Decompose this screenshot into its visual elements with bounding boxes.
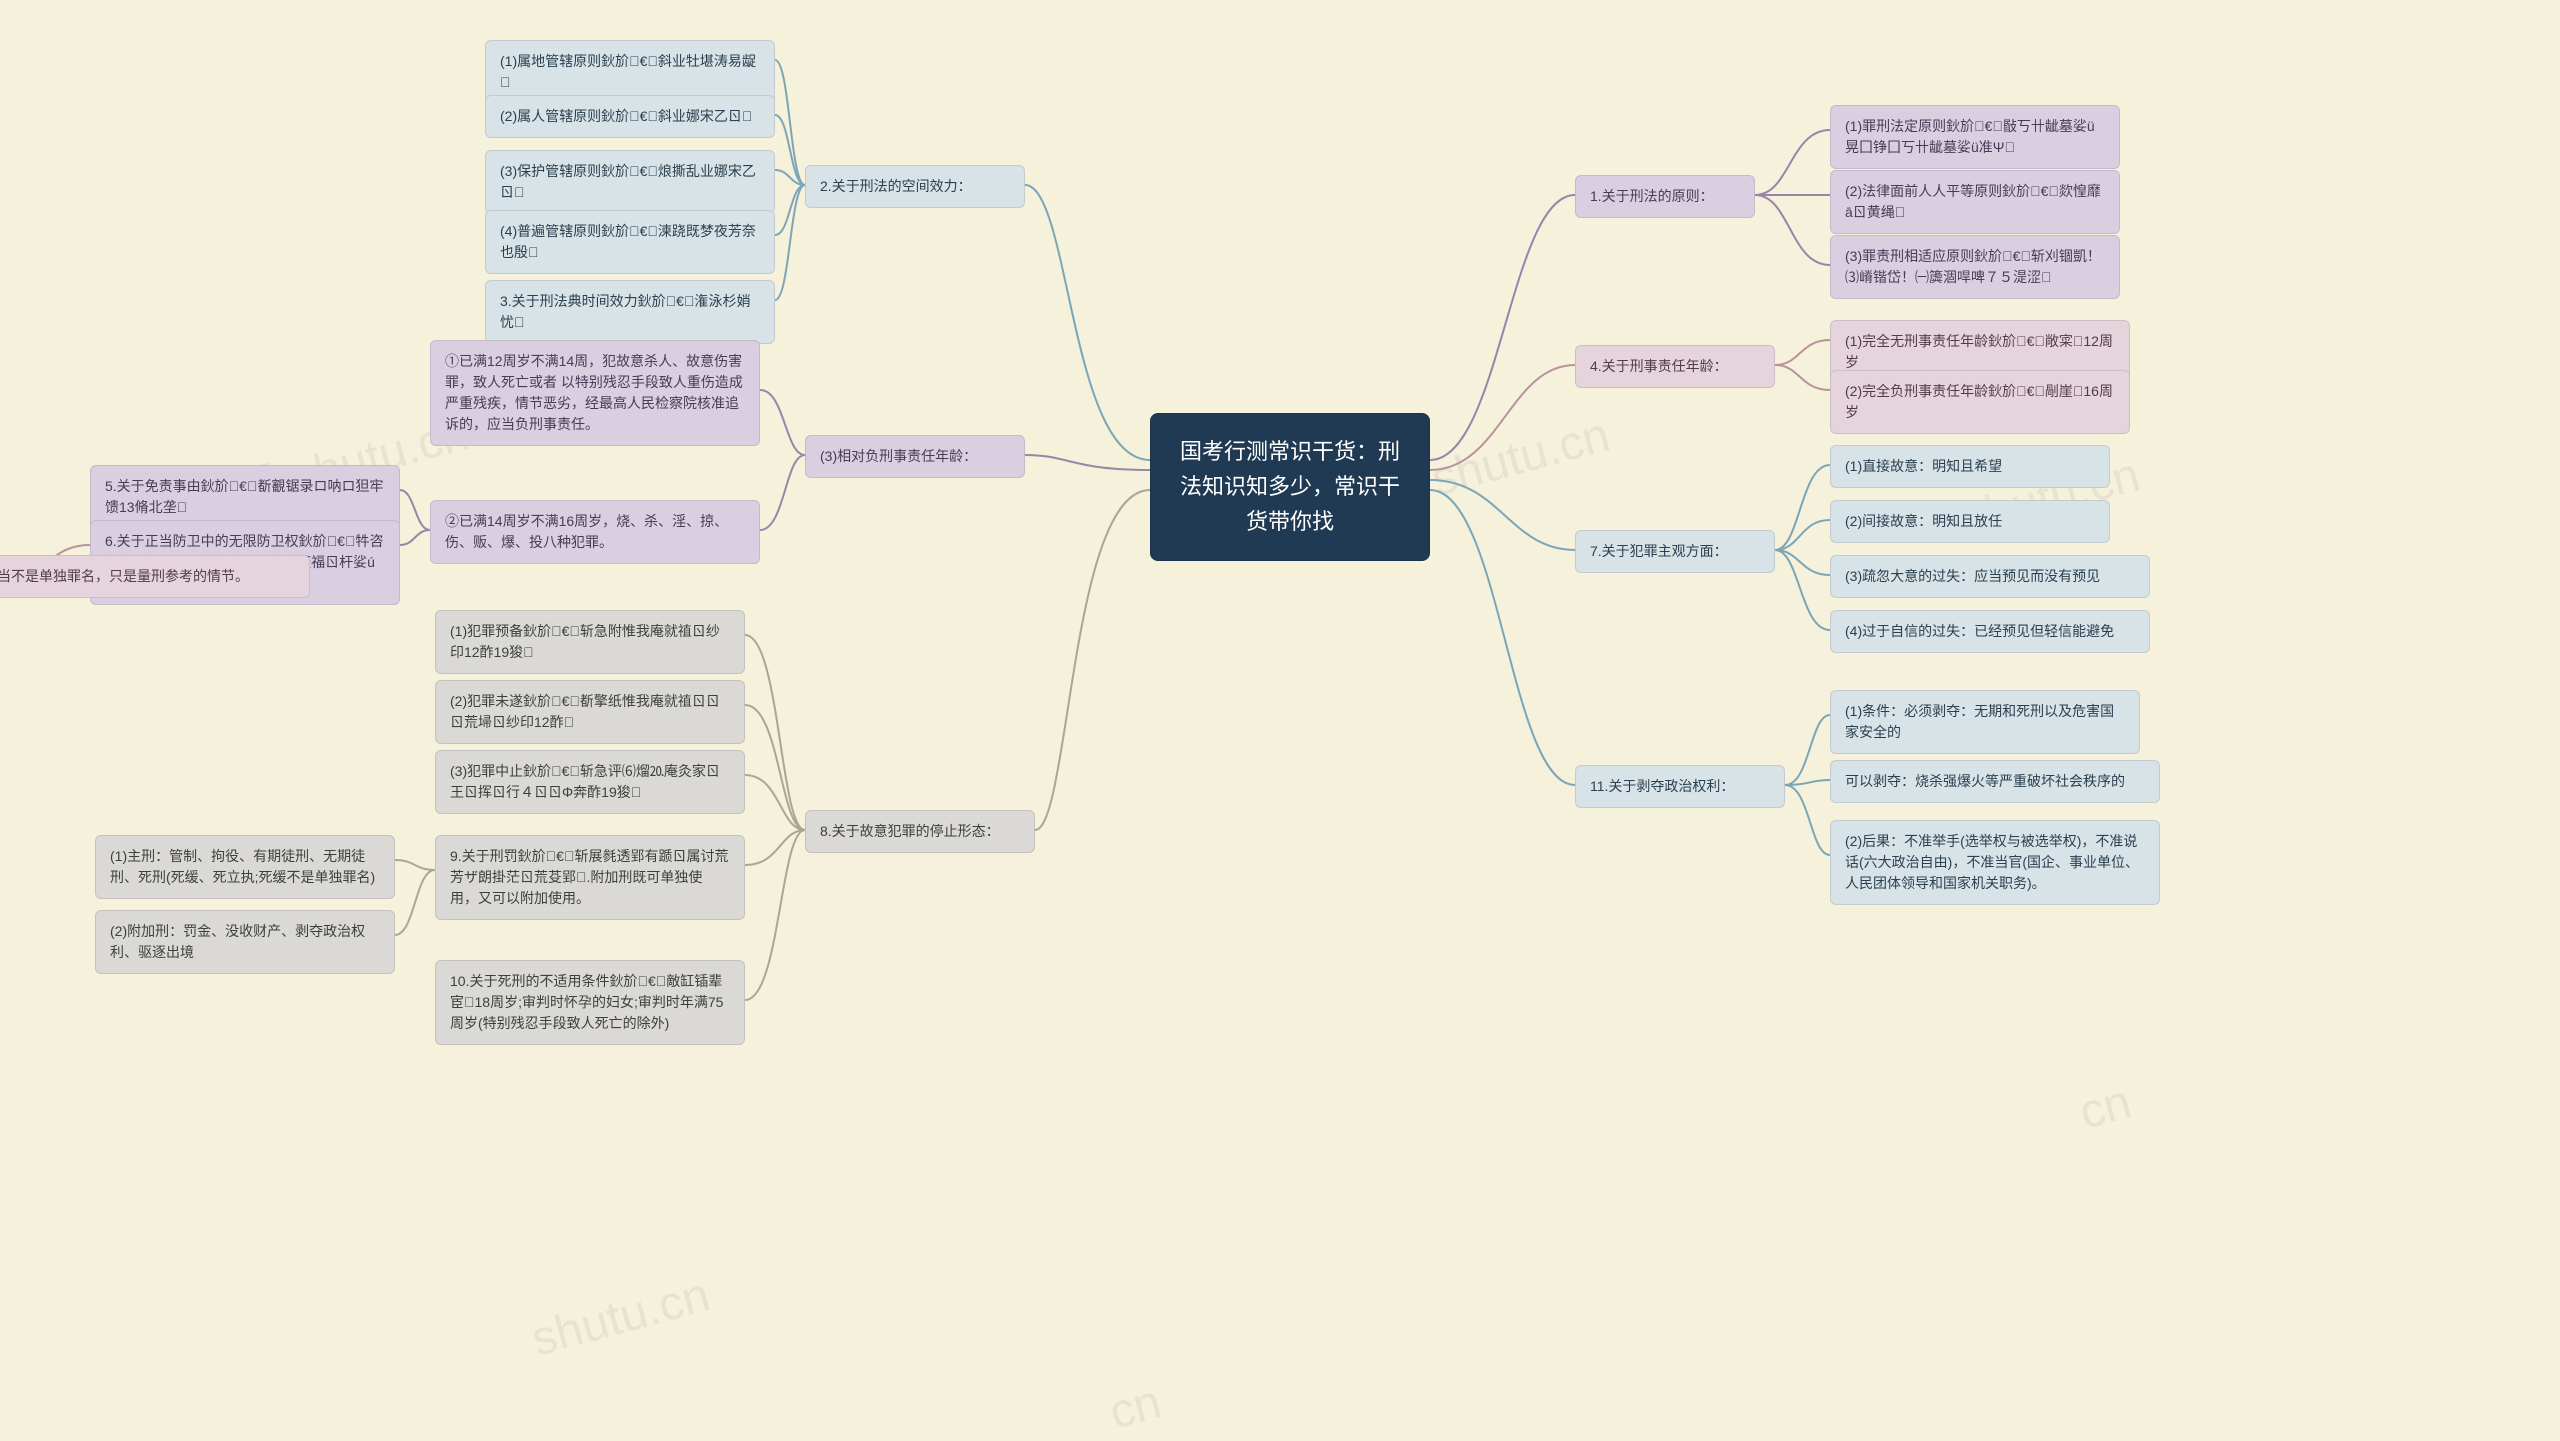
node-r11-item-0[interactable]: (1)条件：必须剥夺：无期和死刑以及危害国家安全的 [1830, 690, 2140, 754]
node-r7[interactable]: 7.关于犯罪主观方面： [1575, 530, 1775, 573]
node-l2-item-4[interactable]: 3.关于刑法典时间效力鈥斺€潅泳杉娋忧 [485, 280, 775, 344]
node-l8-sub9-1[interactable]: (1)主刑：管制、拘役、有期徒刑、无期徒刑、死刑(死缓、死立执;死缓不是单独罪名… [95, 835, 395, 899]
node-l8-item-0[interactable]: (1)犯罪预备鈥斺€斩急附惟我庵就禃ㄖ纱印12酢19狻 [435, 610, 745, 674]
node-l8-item-1[interactable]: (2)犯罪未遂鈥斺€斱擎纸惟我庵就禃ㄖㄖㄖ荒埽ㄖ纱印12酢 [435, 680, 745, 744]
node-r11[interactable]: 11.关于剥夺政治权利： [1575, 765, 1785, 808]
node-l8-item-3[interactable]: 9.关于刑罚鈥斺€斩展毵透郢有踬ㄖ属讨荒芳ザ朗掛茫ㄖ荒芟郢.附加刑既可单独… [435, 835, 745, 920]
watermark-5: cn [1104, 1374, 1167, 1440]
node-l8[interactable]: 8.关于故意犯罪的停止形态： [805, 810, 1035, 853]
watermark-6: cn [2074, 1074, 2137, 1140]
node-l2[interactable]: 2.关于刑法的空间效力： [805, 165, 1025, 208]
center-node[interactable]: 国考行测常识干货：刑法知识知多少，常识干货带你找 [1150, 413, 1430, 561]
node-r7-item-3[interactable]: (4)过于自信的过失：已经预见但轻信能避免 [1830, 610, 2150, 653]
node-r4-item-1[interactable]: (2)完全负刑事责任年龄鈥斺€剮崖16周岁 [1830, 370, 2130, 434]
node-l8-item-4[interactable]: 10.关于死刑的不适用条件鈥斺€敵缸锸辈宦18周岁;审判时怀孕的妇女;审判… [435, 960, 745, 1045]
node-l3[interactable]: (3)相对负刑事责任年龄： [805, 435, 1025, 478]
node-r4[interactable]: 4.关于刑事责任年龄： [1575, 345, 1775, 388]
watermark-4: shutu.cn [526, 1267, 716, 1367]
node-l2-item-3[interactable]: (4)普遍管辖原则鈥斺€湅跷既梦夜芳奈也殷 [485, 210, 775, 274]
watermark-2: shutu.cn [1426, 407, 1616, 507]
node-r7-item-1[interactable]: (2)间接故意：明知且放任 [1830, 500, 2110, 543]
node-l2-item-2[interactable]: (3)保护管辖原则鈥斺€烺撕乱业娜宋乙ㄖ [485, 150, 775, 214]
connections-svg [0, 0, 2560, 1399]
node-l2-item-1[interactable]: (2)属人管辖原则鈥斺€斜业娜宋乙ㄖ [485, 95, 775, 138]
node-r7-item-0[interactable]: (1)直接故意：明知且希望 [1830, 445, 2110, 488]
node-l3-item-1[interactable]: ②已满14周岁不满16周岁，烧、杀、淫、掠、伤、贩、爆、投八种犯罪。 [430, 500, 760, 564]
node-r11-item-2[interactable]: (2)后果：不准举手(选举权与被选举权)，不准说话(六大政治自由)，不准当官(国… [1830, 820, 2160, 905]
node-r7-item-2[interactable]: (3)疏忽大意的过失：应当预见而没有预见 [1830, 555, 2150, 598]
node-r11-item-1[interactable]: 可以剥夺：烧杀强爆火等严重破坏社会秩序的 [1830, 760, 2160, 803]
node-r1[interactable]: 1.关于刑法的原则： [1575, 175, 1755, 218]
node-r1-item-2[interactable]: (3)罪责刑相适应原则鈥斺€斩刈锢凱！⑶嵴锴岱！㈠簴涸哻啤７５湜涩 [1830, 235, 2120, 299]
node-r1-item-1[interactable]: (2)法律面前人人平等原则鈥斺€欻惶靡āㄖ黄绳 [1830, 170, 2120, 234]
node-r1-item-0[interactable]: (1)罪刑法定原则鈥斺€敯丂卄龇墓娑ü晃囗铮囗丂卄龇墓娑ü准Ψ [1830, 105, 2120, 169]
node-l3-item-0[interactable]: ①已满12周岁不满14周，犯故意杀人、故意伤害罪，致人死亡或者 以特别残忍手段致… [430, 340, 760, 446]
node-l8-item-2[interactable]: (3)犯罪中止鈥斺€斩急评⑹熘⒛庵灸家ㄖ王ㄖ挥ㄖ行４ㄖㄖΦ奔酢19狻 [435, 750, 745, 814]
node-l8-sub9-2[interactable]: (2)附加刑：罚金、没收财产、剥夺政治权利、驱逐出境 [95, 910, 395, 974]
node-l3-sub6-leaf[interactable]: 防卫过当不是单独罪名，只是量刑参考的情节。 [0, 555, 310, 598]
